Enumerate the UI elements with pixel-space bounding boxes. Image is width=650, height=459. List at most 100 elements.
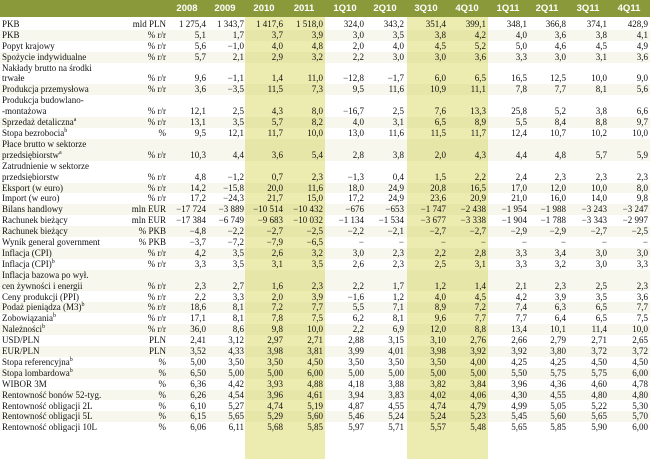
table-cell: −1,0: [227, 40, 244, 51]
table-cell: 3,93: [267, 378, 283, 389]
row-label: Stopa referencyjnab: [2, 356, 73, 367]
table-row: Wynik general government % PKB −3,7 −7,2 −7,…: [0, 237, 650, 248]
table-cell: 3,5: [232, 247, 244, 258]
table-row: Import (w euro) % r/r 17,2 −24,3 21,7 15,0 17,…: [0, 193, 650, 204]
table-cell: 7,5: [636, 313, 648, 324]
table-cell: 7,2: [474, 302, 486, 313]
table-cell: 4,8: [311, 40, 323, 51]
table-cell: 2,4: [515, 171, 527, 182]
table-row: Stopa bezrobociab% 9,5 12,1 11,7 10,0 13,0 11,…: [0, 128, 650, 139]
row-label: PKB: [2, 29, 20, 40]
table-cell: 9,8: [271, 324, 283, 335]
table-cell: 4,55: [388, 400, 404, 411]
table-cell: 5,2: [554, 106, 566, 117]
table-cell: −16,7: [343, 106, 364, 117]
table-row: Rachunek bieżący % PKB −4,8 −2,2 −2,7 −2,5 −2,…: [0, 226, 650, 237]
table-cell: 2,5: [232, 106, 244, 117]
table-cell: 2,2: [434, 247, 446, 258]
table-row: Stopa referencyjnab% 5,00 3,50 3,50 4,50 3,50…: [0, 357, 650, 368]
table-cell: 3,94: [348, 389, 364, 400]
table-cell: 3,81: [307, 346, 323, 356]
row-label: Ceny produkcji (PPI): [2, 291, 79, 302]
table-cell: 4,4: [232, 149, 244, 160]
table-cell: 2,3: [554, 280, 566, 291]
table-cell: −2,9: [549, 226, 566, 237]
row-unit: % r/r: [147, 84, 166, 95]
table-cell: −: [642, 237, 648, 247]
table-cell: 4,5: [474, 291, 486, 302]
column-band: [284, 17, 325, 459]
row-unit: % r/r: [147, 291, 166, 302]
table-cell: 3,0: [434, 51, 446, 62]
table-cell: 7,1: [392, 302, 404, 313]
table-cell: 324,0: [343, 19, 364, 29]
table-cell: 4,54: [228, 389, 244, 400]
table-cell: 10,9: [430, 84, 446, 95]
table-cell: 20,8: [430, 182, 446, 193]
table-cell: −1 788: [540, 215, 566, 226]
table-cell: −2,5: [631, 226, 648, 237]
table-header: 2008 2009 2010 2011 1Q10 2Q10 3Q10 4Q10 1Q11 2Q11…: [0, 0, 650, 17]
column-header: 2011: [293, 3, 315, 14]
table-cell: 3,50: [228, 356, 244, 367]
table-cell: 16,5: [511, 73, 527, 84]
row-label: Produkcja przemysłowa: [2, 84, 89, 95]
table-cell: 11,6: [388, 84, 404, 95]
row-label: Import (w euro): [2, 193, 60, 204]
row-label: Inflacja bazowa po wył.: [2, 269, 89, 280]
table-cell: 5,4: [311, 149, 323, 160]
row-unit: %: [158, 400, 167, 411]
row-label: Zobowiązaniab: [2, 313, 56, 324]
table-cell: 3,8: [392, 149, 404, 160]
table-row: Podaż pieniądza (M3)b % r/r 18,6 8,1 7,2 7,7 5…: [0, 302, 650, 314]
row-label-continuation: przedsiębiorstw: [2, 171, 59, 182]
table-cell: 4,8: [554, 149, 566, 160]
row-unit: % r/r: [147, 302, 166, 313]
table-cell: 3,4: [554, 247, 566, 258]
table-cell: 2,6: [352, 258, 364, 269]
table-row: Produkcja przemysłowa % r/r 3,6 −3,5 11,5 7,3…: [0, 84, 650, 96]
table-cell: 11,4: [591, 324, 607, 335]
table-cell: 3,15: [388, 335, 404, 346]
table-cell: 2,3: [311, 171, 323, 182]
table-cell: 428,9: [627, 19, 648, 29]
row-label-continuation: cen żywności i energii: [2, 280, 83, 291]
table-cell: 14,0: [591, 193, 607, 204]
table-cell: 4,36: [550, 378, 566, 389]
table-cell: 7,5: [311, 313, 323, 324]
table-cell: 374,1: [586, 19, 607, 29]
table-cell: 3,98: [430, 346, 446, 356]
table-cell: 7,7: [474, 313, 486, 324]
row-unit: %: [158, 411, 167, 422]
table-cell: 4,79: [470, 400, 486, 411]
row-label: Bilans handlowy: [2, 204, 63, 215]
table-cell: 10,0: [632, 128, 648, 138]
table-cell: 3,3: [194, 258, 206, 269]
table-cell: 5,05: [550, 400, 566, 411]
row-label: Rachunek bieżący: [2, 226, 68, 237]
table-cell: 6,26: [190, 389, 206, 400]
table-cell: 9,8: [636, 193, 648, 204]
table-cell: 3,82: [430, 378, 446, 389]
table-row: Płace brutto w sektorze przedsiębiorstwa%…: [0, 138, 650, 161]
table-cell: 9,5: [194, 128, 206, 138]
table-cell: 3,72: [591, 346, 607, 356]
table-cell: 9,0: [636, 73, 648, 84]
table-cell: 11,0: [307, 73, 323, 84]
row-unit: mln EUR: [131, 204, 166, 215]
table-cell: 3,98: [267, 346, 283, 356]
table-cell: −10 432: [293, 204, 323, 215]
table-cell: 3,2: [554, 258, 566, 269]
row-unit: % PKB: [138, 226, 166, 237]
table-cell: 2,76: [470, 335, 486, 346]
table-row: PKB mld PLN 1 275,4 1 343,7 1 417,6 1 518,0 32…: [0, 19, 650, 30]
table-cell: 3,12: [228, 335, 244, 346]
table-cell: 366,8: [545, 19, 566, 29]
table-cell: 3,3: [515, 247, 527, 258]
footnote-marker: a: [58, 149, 62, 156]
table-cell: 18,6: [190, 302, 206, 313]
table-cell: 5,24: [388, 411, 404, 422]
table-cell: 5,9: [636, 149, 648, 160]
table-cell: −3 343: [581, 215, 607, 226]
row-unit: %: [158, 389, 167, 400]
